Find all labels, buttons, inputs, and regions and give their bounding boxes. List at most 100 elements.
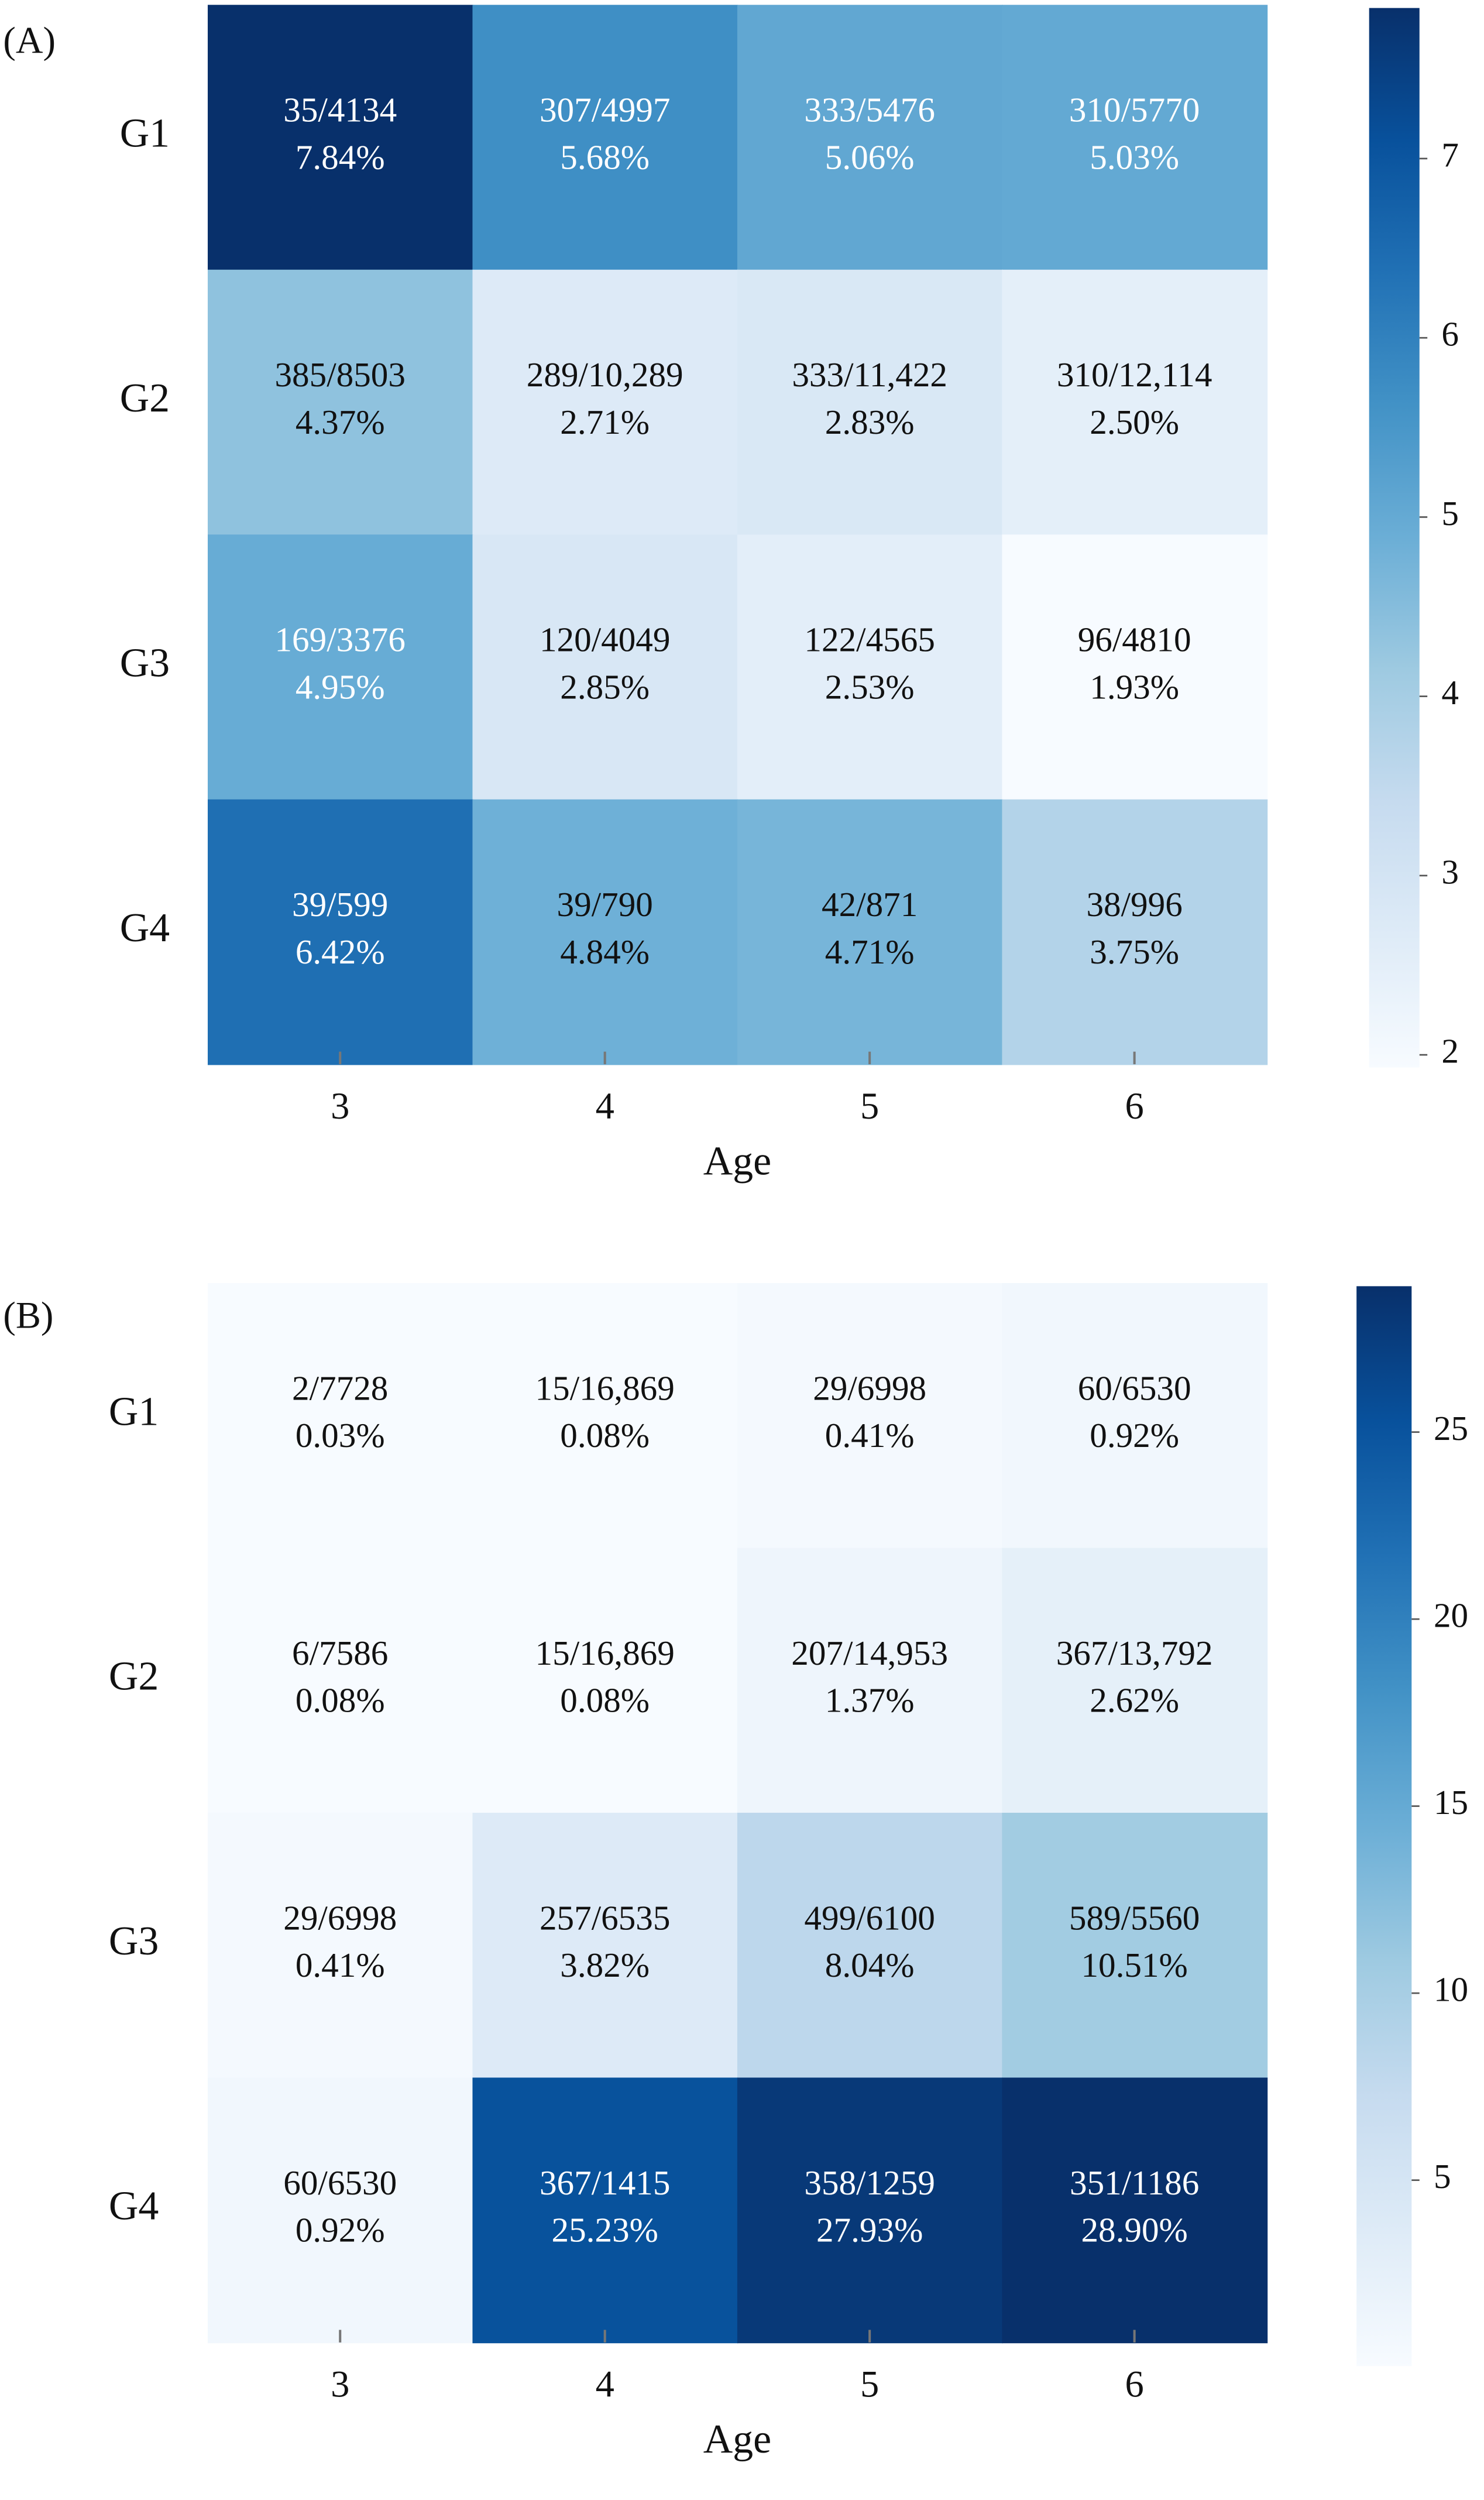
y-tick-label: G1 <box>109 1389 159 1434</box>
cell-fraction: 169/3376 <box>274 620 405 659</box>
cell-fraction: 42/871 <box>822 885 918 924</box>
x-tick-label: 6 <box>1125 1085 1144 1127</box>
heatmap-cell <box>472 269 738 536</box>
cell-fraction: 367/13,792 <box>1056 1634 1213 1672</box>
x-tick-label: 3 <box>331 2363 349 2405</box>
x-tick-label: 5 <box>860 1085 879 1127</box>
y-tick-label: G1 <box>120 111 170 156</box>
heatmap-cell <box>737 799 1003 1065</box>
x-tick-label: 6 <box>1125 2363 1144 2405</box>
cell-fraction: 257/6535 <box>540 1898 670 1937</box>
heatmap-cell <box>207 799 473 1065</box>
cell-fraction: 35/4134 <box>283 91 397 129</box>
cell-value-label: 0.03% <box>296 1416 385 1455</box>
cell-fraction: 122/4565 <box>804 620 935 659</box>
colorbar-tick-label: 5 <box>1434 2157 1451 2196</box>
cell-fraction: 310/12,114 <box>1057 355 1212 394</box>
cell-value-label: 5.03% <box>1090 138 1179 176</box>
cell-value-label: 8.04% <box>825 1946 915 1984</box>
heatmap-cell <box>472 799 738 1065</box>
cell-value-label: 0.08% <box>296 1681 385 1720</box>
cell-value-label: 28.90% <box>1081 2211 1187 2249</box>
heatmap-cell <box>1002 1812 1268 2079</box>
cell-value-label: 4.84% <box>560 932 650 971</box>
cell-value-label: 7.84% <box>296 138 385 176</box>
cell-value-label: 4.71% <box>825 932 915 971</box>
colorbar-tick-label: 5 <box>1441 494 1459 533</box>
y-tick-label: G2 <box>109 1654 159 1699</box>
heatmap-cell <box>1002 269 1268 536</box>
heatmap-cell <box>472 5 738 271</box>
cell-value-label: 2.71% <box>560 403 650 441</box>
cell-value-label: 1.93% <box>1090 667 1179 706</box>
cell-value-label: 27.93% <box>816 2211 923 2249</box>
cell-value-label: 0.08% <box>560 1416 650 1455</box>
cell-value-label: 2.53% <box>825 667 915 706</box>
panel-label: (B) <box>3 1294 53 1336</box>
heatmap-cell <box>737 1812 1003 2079</box>
cell-fraction: 96/4810 <box>1078 620 1191 659</box>
cell-fraction: 29/6998 <box>813 1369 926 1407</box>
cell-value-label: 3.75% <box>1090 932 1179 971</box>
heatmap-cell <box>207 1282 473 1549</box>
colorbar-tick-label: 4 <box>1441 673 1459 712</box>
heatmap-cell <box>737 269 1003 536</box>
colorbar-tick-label: 7 <box>1441 135 1459 174</box>
cell-fraction: 333/11,422 <box>792 355 947 394</box>
cell-fraction: 499/6100 <box>804 1898 935 1937</box>
cell-fraction: 207/14,953 <box>791 1634 948 1672</box>
heatmap-cell <box>737 5 1003 271</box>
colorbar-tick-label: 3 <box>1441 852 1459 891</box>
y-tick-label: G4 <box>109 2184 159 2229</box>
cell-fraction: 39/790 <box>557 885 653 924</box>
colorbar-tick-label: 15 <box>1434 1783 1468 1822</box>
y-tick-label: G3 <box>120 641 170 686</box>
x-axis-label: Age <box>703 2417 771 2462</box>
cell-value-label: 2.83% <box>825 403 915 441</box>
heatmap-cell <box>207 269 473 536</box>
cell-fraction: 15/16,869 <box>535 1634 675 1672</box>
heatmap-cell <box>472 534 738 801</box>
colorbar <box>1369 8 1420 1068</box>
cell-value-label: 1.37% <box>825 1681 915 1720</box>
heatmap-cell <box>472 1812 738 2079</box>
heatmap-cell <box>1002 2077 1268 2344</box>
heatmap-cell <box>472 2077 738 2344</box>
cell-value-label: 5.68% <box>560 138 650 176</box>
heatmap-cell <box>472 1548 738 1814</box>
cell-fraction: 333/5476 <box>804 91 935 129</box>
cell-fraction: 15/16,869 <box>535 1369 675 1407</box>
x-axis-label: Age <box>703 1138 771 1184</box>
cell-fraction: 60/6530 <box>283 2163 397 2202</box>
cell-value-label: 0.08% <box>560 1681 650 1720</box>
cell-value-label: 25.23% <box>552 2211 658 2249</box>
colorbar-tick-label: 6 <box>1441 315 1459 354</box>
colorbar-tick-label: 20 <box>1434 1596 1468 1635</box>
y-tick-label: G2 <box>120 376 170 421</box>
y-tick-label: G3 <box>109 1919 159 1964</box>
heatmap-cell <box>207 534 473 801</box>
y-tick-label: G4 <box>120 906 170 951</box>
heatmap-cell <box>1002 534 1268 801</box>
x-tick-label: 4 <box>596 2363 614 2405</box>
heatmap-cell <box>737 534 1003 801</box>
cell-value-label: 0.92% <box>1090 1416 1179 1455</box>
cell-fraction: 29/6998 <box>283 1898 397 1937</box>
cell-fraction: 6/7586 <box>292 1634 388 1672</box>
cell-value-label: 2.62% <box>1090 1681 1179 1720</box>
heatmap-cell <box>207 1812 473 2079</box>
heatmap-cell <box>737 2077 1003 2344</box>
heatmap-cell <box>207 5 473 271</box>
cell-value-label: 2.50% <box>1090 403 1179 441</box>
cell-value-label: 0.92% <box>296 2211 385 2249</box>
cell-value-label: 4.37% <box>296 403 385 441</box>
cell-value-label: 6.42% <box>296 932 385 971</box>
cell-value-label: 5.06% <box>825 138 915 176</box>
colorbar <box>1356 1286 1412 2367</box>
cell-fraction: 60/6530 <box>1078 1369 1191 1407</box>
cell-fraction: 358/1259 <box>804 2163 935 2202</box>
colorbar-tick-label: 10 <box>1434 1970 1468 2009</box>
cell-fraction: 2/7728 <box>292 1369 388 1407</box>
cell-value-label: 10.51% <box>1081 1946 1187 1984</box>
heatmap-cell <box>1002 799 1268 1065</box>
